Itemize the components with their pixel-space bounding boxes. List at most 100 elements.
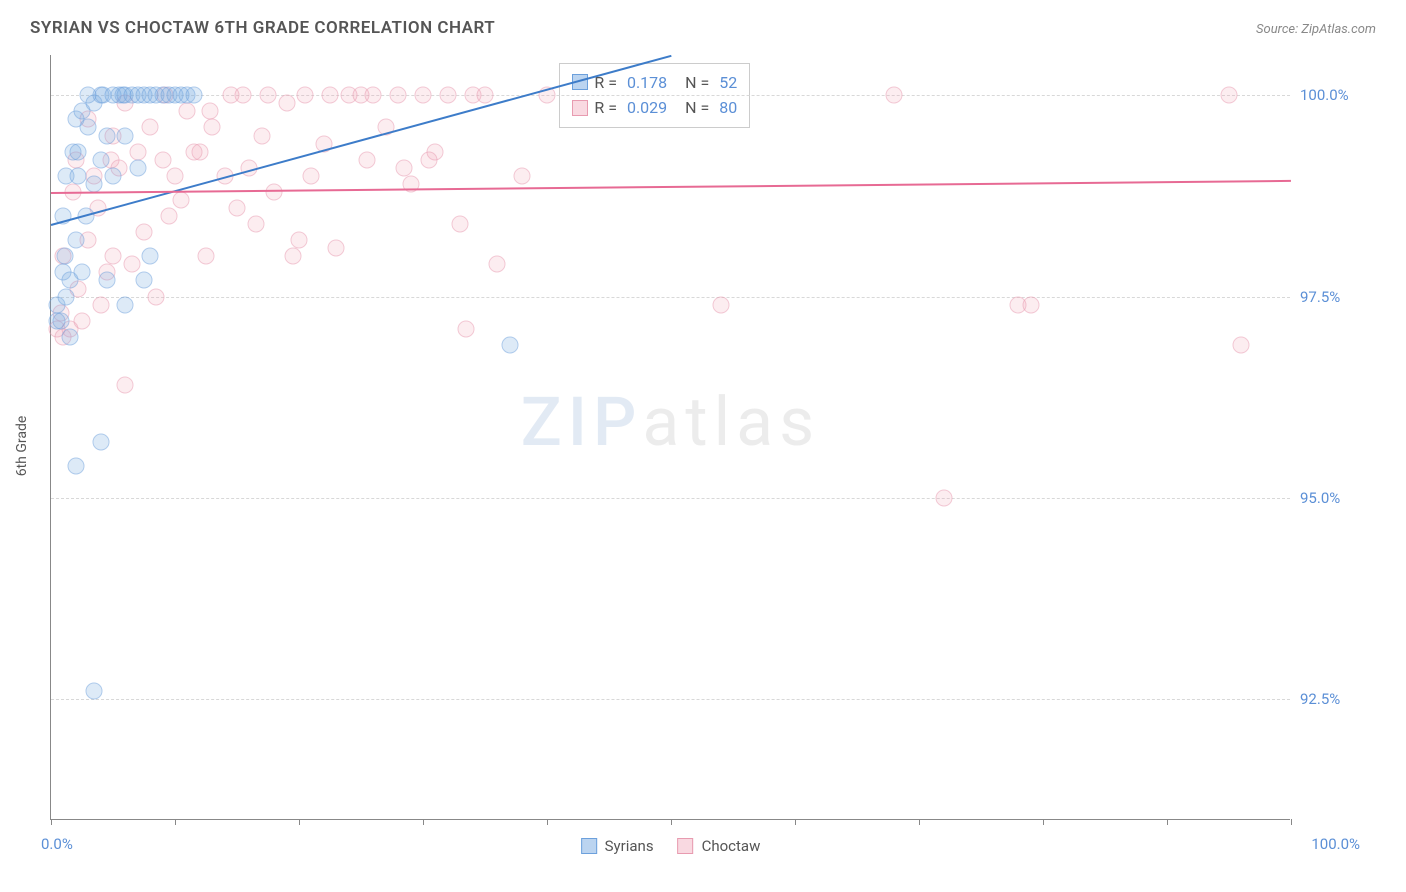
syrians-point xyxy=(52,312,69,329)
syrians-point xyxy=(92,151,109,168)
choctaw-point xyxy=(167,167,184,184)
choctaw-point xyxy=(712,296,729,313)
gridline xyxy=(51,498,1290,499)
choctaw-point xyxy=(148,288,165,305)
syrians-point xyxy=(74,264,91,281)
x-tick xyxy=(423,819,424,825)
choctaw-point xyxy=(514,167,531,184)
choctaw-point xyxy=(129,143,146,160)
choctaw-point xyxy=(123,256,140,273)
choctaw-point xyxy=(117,377,134,394)
choctaw-point xyxy=(328,240,345,257)
syrians-point xyxy=(86,683,103,700)
choctaw-point xyxy=(1022,296,1039,313)
choctaw-point xyxy=(297,87,314,104)
choctaw-trendline xyxy=(51,180,1291,194)
syrians-point xyxy=(86,175,103,192)
series-legend: Syrians Choctaw xyxy=(581,837,761,855)
choctaw-point xyxy=(477,87,494,104)
syrians-point xyxy=(117,127,134,144)
x-tick xyxy=(1291,819,1292,825)
syrians-legend-swatch xyxy=(581,838,597,854)
y-tick-label: 97.5% xyxy=(1300,288,1380,306)
x-tick xyxy=(547,819,548,825)
chart-title: SYRIAN VS CHOCTAW 6TH GRADE CORRELATION … xyxy=(30,18,495,38)
choctaw-point xyxy=(266,183,283,200)
gridline xyxy=(51,699,1290,700)
choctaw-point xyxy=(303,167,320,184)
choctaw-point xyxy=(452,216,469,233)
choctaw-point xyxy=(489,256,506,273)
syrians-point xyxy=(56,248,73,265)
choctaw-point xyxy=(179,103,196,120)
n-value: 52 xyxy=(715,70,737,96)
syrians-point xyxy=(61,328,78,345)
choctaw-point xyxy=(185,143,202,160)
legend-item-choctaw: Choctaw xyxy=(678,837,761,855)
choctaw-point xyxy=(458,320,475,337)
choctaw-point xyxy=(105,248,122,265)
x-tick xyxy=(795,819,796,825)
x-tick xyxy=(671,819,672,825)
syrians-point xyxy=(129,159,146,176)
syrians-point xyxy=(80,119,97,136)
syrians-point xyxy=(92,433,109,450)
choctaw-point xyxy=(260,87,277,104)
syrians-trendline xyxy=(51,55,672,226)
watermark-atlas: atlas xyxy=(642,382,820,462)
syrians-point xyxy=(136,272,153,289)
n-value: 80 xyxy=(715,95,737,121)
syrians-point xyxy=(185,87,202,104)
choctaw-point xyxy=(390,87,407,104)
choctaw-point xyxy=(173,191,190,208)
choctaw-point xyxy=(253,127,270,144)
choctaw-point xyxy=(284,248,301,265)
r-label: R = xyxy=(594,95,617,121)
x-tick xyxy=(51,819,52,825)
choctaw-point xyxy=(204,119,221,136)
y-axis-label: 6th Grade xyxy=(14,416,30,477)
choctaw-point xyxy=(291,232,308,249)
choctaw-point xyxy=(92,296,109,313)
r-value: 0.029 xyxy=(623,95,667,121)
gridline xyxy=(51,297,1290,298)
choctaw-point xyxy=(365,87,382,104)
choctaw-point xyxy=(396,159,413,176)
choctaw-point xyxy=(935,489,952,506)
y-tick-label: 92.5% xyxy=(1300,690,1380,708)
choctaw-point xyxy=(1233,336,1250,353)
choctaw-point xyxy=(136,224,153,241)
choctaw-point xyxy=(322,87,339,104)
x-axis-max-label: 100.0% xyxy=(1311,835,1360,853)
y-tick-label: 100.0% xyxy=(1300,86,1380,104)
x-tick xyxy=(299,819,300,825)
r-value: 0.178 xyxy=(623,70,667,96)
n-label: N = xyxy=(673,95,709,121)
x-tick xyxy=(1167,819,1168,825)
x-tick xyxy=(175,819,176,825)
choctaw-point xyxy=(74,312,91,329)
legend-label: Syrians xyxy=(605,837,654,855)
x-tick xyxy=(919,819,920,825)
choctaw-point xyxy=(222,87,239,104)
watermark-zip: ZIP xyxy=(521,382,643,462)
choctaw-point xyxy=(359,151,376,168)
choctaw-point xyxy=(201,103,218,120)
syrians-point xyxy=(501,336,518,353)
choctaw-point xyxy=(229,200,246,217)
x-tick xyxy=(1043,819,1044,825)
syrians-point xyxy=(117,296,134,313)
choctaw-point xyxy=(439,87,456,104)
choctaw-point xyxy=(198,248,215,265)
choctaw-point xyxy=(415,87,432,104)
syrians-point xyxy=(105,167,122,184)
choctaw-swatch xyxy=(572,100,588,116)
syrians-point xyxy=(67,232,84,249)
legend-label: Choctaw xyxy=(702,837,761,855)
legend-item-syrians: Syrians xyxy=(581,837,654,855)
choctaw-point xyxy=(886,87,903,104)
watermark: ZIPatlas xyxy=(521,382,821,462)
choctaw-point xyxy=(1221,87,1238,104)
syrians-point xyxy=(98,127,115,144)
syrians-point xyxy=(70,167,87,184)
